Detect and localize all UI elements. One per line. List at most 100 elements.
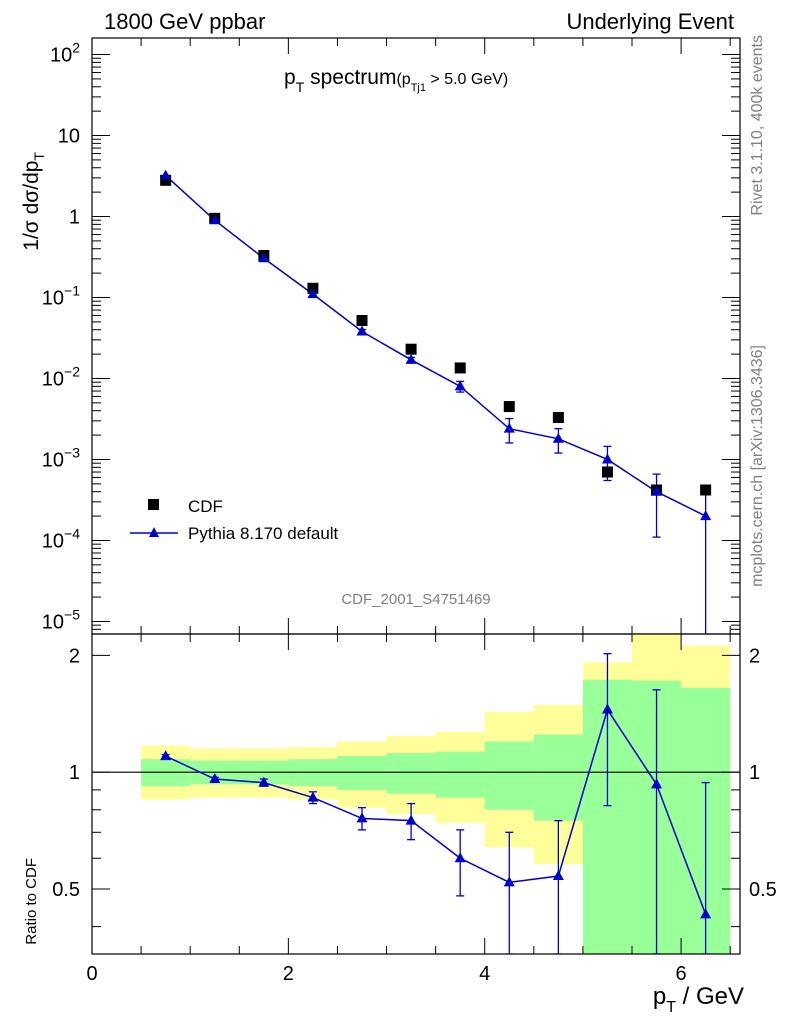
ratio-tick-labels: 0.5 0.5 1 1 2 2 0 2 4 6 bbox=[52, 645, 777, 985]
ratio-series-layer bbox=[160, 653, 712, 954]
main-y-tick-label: 10 bbox=[58, 126, 80, 148]
pythia-point bbox=[356, 325, 368, 336]
green-band bbox=[484, 741, 534, 810]
side-label-bottom: mcplots.cern.ch [arXiv:1306.3436] bbox=[749, 345, 766, 587]
header-right: Underlying Event bbox=[566, 9, 734, 34]
ratio-point bbox=[700, 908, 712, 919]
ratio-line bbox=[165, 707, 707, 915]
pythia-point bbox=[700, 510, 712, 521]
pythia-point bbox=[503, 422, 515, 433]
main-y-tick-label: 10−4 bbox=[42, 525, 80, 552]
pythia-line bbox=[165, 175, 706, 517]
main-y-tick-base: 10 bbox=[42, 530, 64, 552]
main-y-axis-label-sub: T bbox=[31, 152, 47, 161]
ratio-point bbox=[356, 812, 368, 823]
main-y-axis-label-text: 1/σ dσ/dp bbox=[20, 161, 43, 251]
main-y-tick-exponent: −2 bbox=[64, 363, 80, 379]
main-y-tick-label: 10−1 bbox=[42, 282, 80, 309]
green-band bbox=[386, 753, 436, 794]
ratio-y-tick-label-left: 0.5 bbox=[52, 879, 80, 901]
main-y-tick-base: 10 bbox=[42, 611, 64, 633]
ratio-point bbox=[258, 776, 270, 787]
ratio-y-tick-label-right: 1 bbox=[749, 762, 760, 784]
x-tick-label: 4 bbox=[479, 963, 490, 985]
pythia-point bbox=[307, 288, 319, 299]
ratio-bands bbox=[141, 634, 731, 954]
ratio-y-axis-label: Ratio to CDF bbox=[23, 858, 40, 945]
x-axis-label-sub: T bbox=[666, 999, 676, 1016]
pythia-point bbox=[454, 380, 466, 391]
green-band bbox=[533, 734, 583, 821]
x-tick-label: 6 bbox=[676, 963, 687, 985]
main-y-tick-label: 10−2 bbox=[42, 363, 80, 390]
cdf-point bbox=[356, 314, 368, 326]
ratio-y-tick-label-right: 0.5 bbox=[749, 879, 777, 901]
cdf-point bbox=[454, 362, 466, 374]
main-y-tick-base: 10 bbox=[42, 287, 64, 309]
x-axis-label: pT / GeV bbox=[653, 983, 744, 1016]
cdf-point bbox=[160, 174, 172, 186]
main-y-tick-base: 10 bbox=[42, 368, 64, 390]
main-y-tick-base: 10 bbox=[58, 126, 80, 148]
green-band bbox=[435, 751, 485, 798]
chart-cut-open: (p bbox=[396, 71, 410, 88]
cdf-point bbox=[405, 343, 417, 355]
pythia-point bbox=[651, 485, 663, 496]
x-tick-label: 2 bbox=[283, 963, 294, 985]
main-y-axis-label: 1/σ dσ/dpT bbox=[20, 152, 47, 251]
main-y-tick-label: 10−3 bbox=[42, 444, 80, 471]
cdf-point bbox=[700, 484, 712, 496]
pythia-point bbox=[552, 432, 564, 443]
main-y-tick-label: 1 bbox=[69, 207, 80, 229]
ratio-point bbox=[651, 778, 663, 789]
ratio-point bbox=[209, 773, 221, 784]
main-y-tick-exponent: −4 bbox=[64, 525, 80, 541]
legend-cdf-marker bbox=[148, 499, 159, 510]
main-axis-ticks bbox=[91, 38, 740, 635]
main-y-tick-exponent: −5 bbox=[64, 606, 80, 622]
main-series-layer bbox=[160, 169, 712, 634]
ratio-point bbox=[503, 876, 515, 887]
main-y-tick-base: 10 bbox=[42, 449, 64, 471]
ratio-panel: 0.5 0.5 1 1 2 2 0 2 4 6 Ratio to CDF pT / GeV bbox=[23, 633, 777, 1016]
chart-title: pT spectrum(pTj1 > 5.0 GeV) bbox=[284, 66, 508, 95]
pythia-point bbox=[258, 252, 270, 263]
analysis-label: CDF_2001_S4751469 bbox=[341, 591, 490, 608]
legend-cdf-label: CDF bbox=[188, 497, 223, 516]
x-tick-label: 0 bbox=[86, 963, 97, 985]
chart-cut-sub: Tj1 bbox=[411, 82, 426, 94]
cdf-point bbox=[503, 401, 515, 413]
ratio-frame bbox=[91, 633, 741, 955]
ratio-point bbox=[454, 852, 466, 863]
cdf-point bbox=[601, 466, 613, 478]
ratio-point bbox=[307, 791, 319, 802]
chart-title-p: p bbox=[284, 66, 296, 89]
main-y-tick-exponent: −1 bbox=[64, 282, 80, 298]
main-y-tick-exponent: −3 bbox=[64, 444, 80, 460]
main-y-tick-base: 10 bbox=[50, 45, 72, 67]
ratio-y-tick-label-left: 1 bbox=[69, 762, 80, 784]
main-y-tick-label: 102 bbox=[50, 40, 80, 67]
main-y-tick-base: 1 bbox=[69, 207, 80, 229]
chart-title-rest: spectrum bbox=[304, 66, 396, 89]
pythia-point bbox=[160, 169, 172, 180]
side-label-top: Rivet 3.1.10, 400k events bbox=[749, 35, 766, 216]
chart-title-sub: T bbox=[296, 79, 305, 95]
pythia-point bbox=[601, 453, 613, 464]
ratio-point bbox=[552, 870, 564, 881]
legend-pythia-marker bbox=[149, 527, 159, 537]
ratio-point bbox=[160, 750, 172, 761]
pythia-point bbox=[209, 214, 221, 225]
legend-pythia-label: Pythia 8.170 default bbox=[188, 524, 339, 543]
ratio-point bbox=[405, 814, 417, 825]
green-band bbox=[337, 756, 387, 790]
x-axis-label-p: p bbox=[653, 983, 666, 1010]
ratio-y-tick-label-left: 2 bbox=[69, 645, 80, 667]
cdf-point bbox=[552, 411, 564, 423]
main-y-tick-exponent: 2 bbox=[72, 40, 80, 56]
main-frame bbox=[91, 37, 741, 635]
chart-cut-rest: > 5.0 GeV) bbox=[426, 71, 508, 88]
ratio-point bbox=[601, 703, 613, 714]
